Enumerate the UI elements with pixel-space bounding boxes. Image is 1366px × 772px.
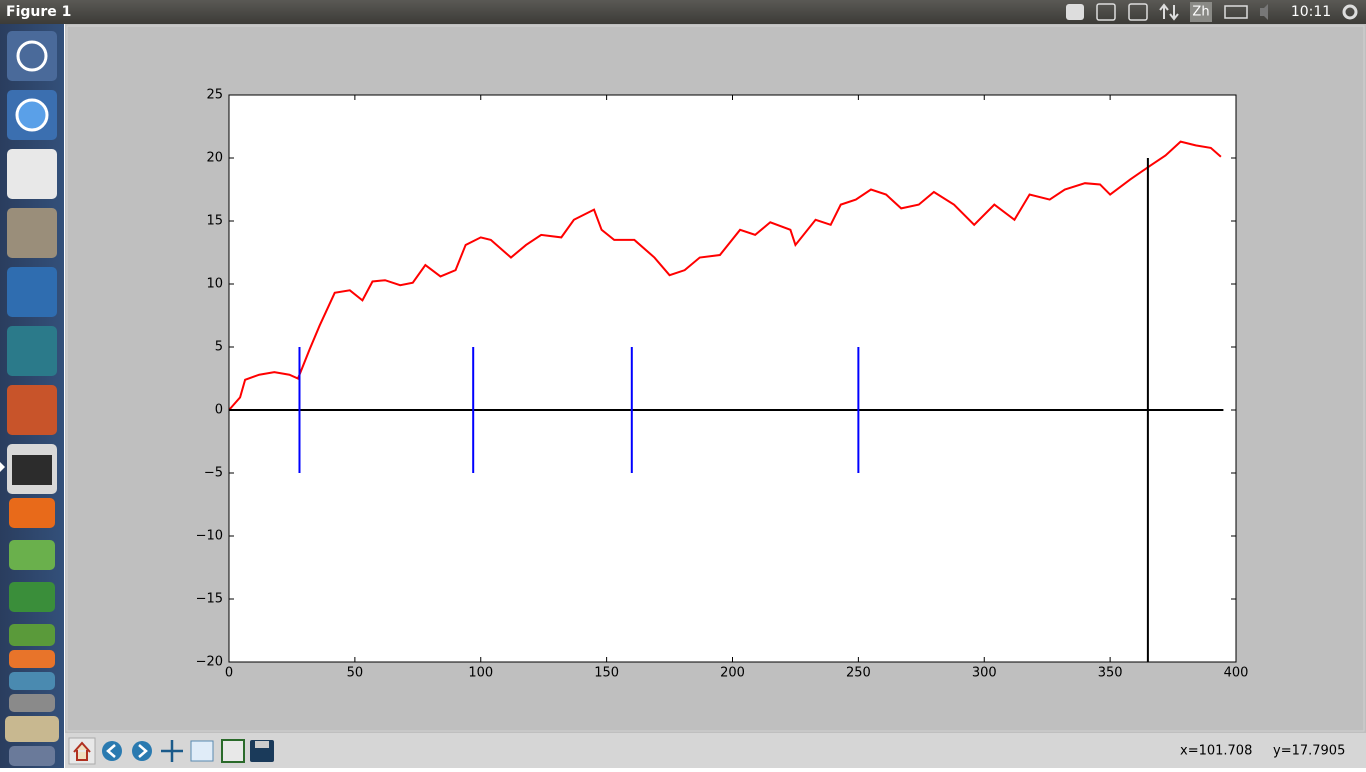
app-launcher[interactable]: [9, 694, 55, 712]
axes: [229, 95, 1236, 662]
y-tick-label: 5: [215, 340, 223, 355]
writer-launcher[interactable]: [7, 267, 57, 317]
chromium-icon: [15, 98, 49, 132]
x-tick-label: 250: [846, 666, 871, 681]
y-tick-label: 25: [206, 88, 223, 103]
files-launcher[interactable]: [7, 208, 57, 258]
back-icon: [106, 744, 116, 758]
data-line: [228, 140, 1222, 411]
launcher-icons: [0, 31, 59, 766]
y-tick-label: −15: [196, 592, 223, 607]
x-tick-label: 0: [225, 666, 233, 681]
save-icon: [255, 741, 269, 748]
tray-icon[interactable]: [1066, 4, 1084, 20]
android-launcher[interactable]: [9, 540, 55, 570]
zoom-button[interactable]: [190, 740, 214, 762]
dash-button[interactable]: [7, 31, 57, 81]
forward-icon: [138, 744, 148, 758]
y-tick-label: −5: [204, 466, 223, 481]
trash-launcher[interactable]: [9, 746, 55, 766]
software-launcher[interactable]: [9, 650, 55, 668]
monitor-launcher[interactable]: [7, 326, 57, 376]
x-tick-label: 350: [1098, 666, 1123, 681]
x-tick-label: 200: [720, 666, 745, 681]
subplots-button[interactable]: [221, 739, 245, 763]
y-tick-label: 15: [206, 214, 223, 229]
pan-button[interactable]: [161, 740, 183, 762]
keyboard-icon[interactable]: [1096, 3, 1116, 21]
impress-launcher[interactable]: [7, 385, 57, 435]
active-indicator: [0, 462, 5, 472]
clock[interactable]: 10:11: [1291, 4, 1331, 20]
ubuntu-logo: [16, 40, 48, 72]
toolbar: [65, 733, 1366, 768]
window-title: Figure 1: [6, 4, 71, 20]
status-y: y=17.7905: [1273, 744, 1345, 759]
x-tick-label: 150: [594, 666, 619, 681]
input-method-box[interactable]: [1190, 2, 1212, 22]
firefox-launcher[interactable]: [9, 498, 55, 528]
input-method[interactable]: Zh: [1192, 5, 1209, 20]
calendar-icon[interactable]: [1128, 3, 1148, 21]
back-button[interactable]: [102, 741, 122, 761]
y-tick-label: 0: [215, 403, 223, 418]
axes-frame: [228, 94, 1237, 663]
text-editor-launcher[interactable]: [7, 149, 57, 199]
toolbar-buttons: [68, 737, 274, 765]
y-tick-label: −20: [196, 655, 223, 670]
top-bar: [0, 0, 1366, 24]
app-launcher[interactable]: [9, 672, 55, 690]
app-launcher[interactable]: [5, 716, 59, 742]
home-icon: [73, 741, 91, 761]
y-tick-label: 10: [206, 277, 223, 292]
x-tick-label: 100: [468, 666, 493, 681]
x-tick-label: 300: [972, 666, 997, 681]
x-tick-label: 400: [1224, 666, 1249, 681]
settings-icon[interactable]: [1342, 4, 1358, 20]
calc-launcher[interactable]: [9, 582, 55, 612]
y-tick-label: −10: [196, 529, 223, 544]
sound-icon[interactable]: [1260, 4, 1268, 20]
figure-border: [66, 25, 1365, 732]
plot: 0 50 100 150 200 250 300 350 400 −20 −15 −10 −5 0 5 10 1…: [196, 88, 1249, 681]
forward-button[interactable]: [132, 741, 152, 761]
status-x: x=101.708: [1180, 744, 1252, 759]
network-icon[interactable]: [1159, 3, 1179, 21]
terminal-icon: [12, 455, 52, 485]
battery-icon[interactable]: [1224, 5, 1248, 19]
x-tick-label: 50: [347, 666, 364, 681]
y-tick-label: 20: [206, 151, 223, 166]
app-launcher[interactable]: [9, 624, 55, 646]
